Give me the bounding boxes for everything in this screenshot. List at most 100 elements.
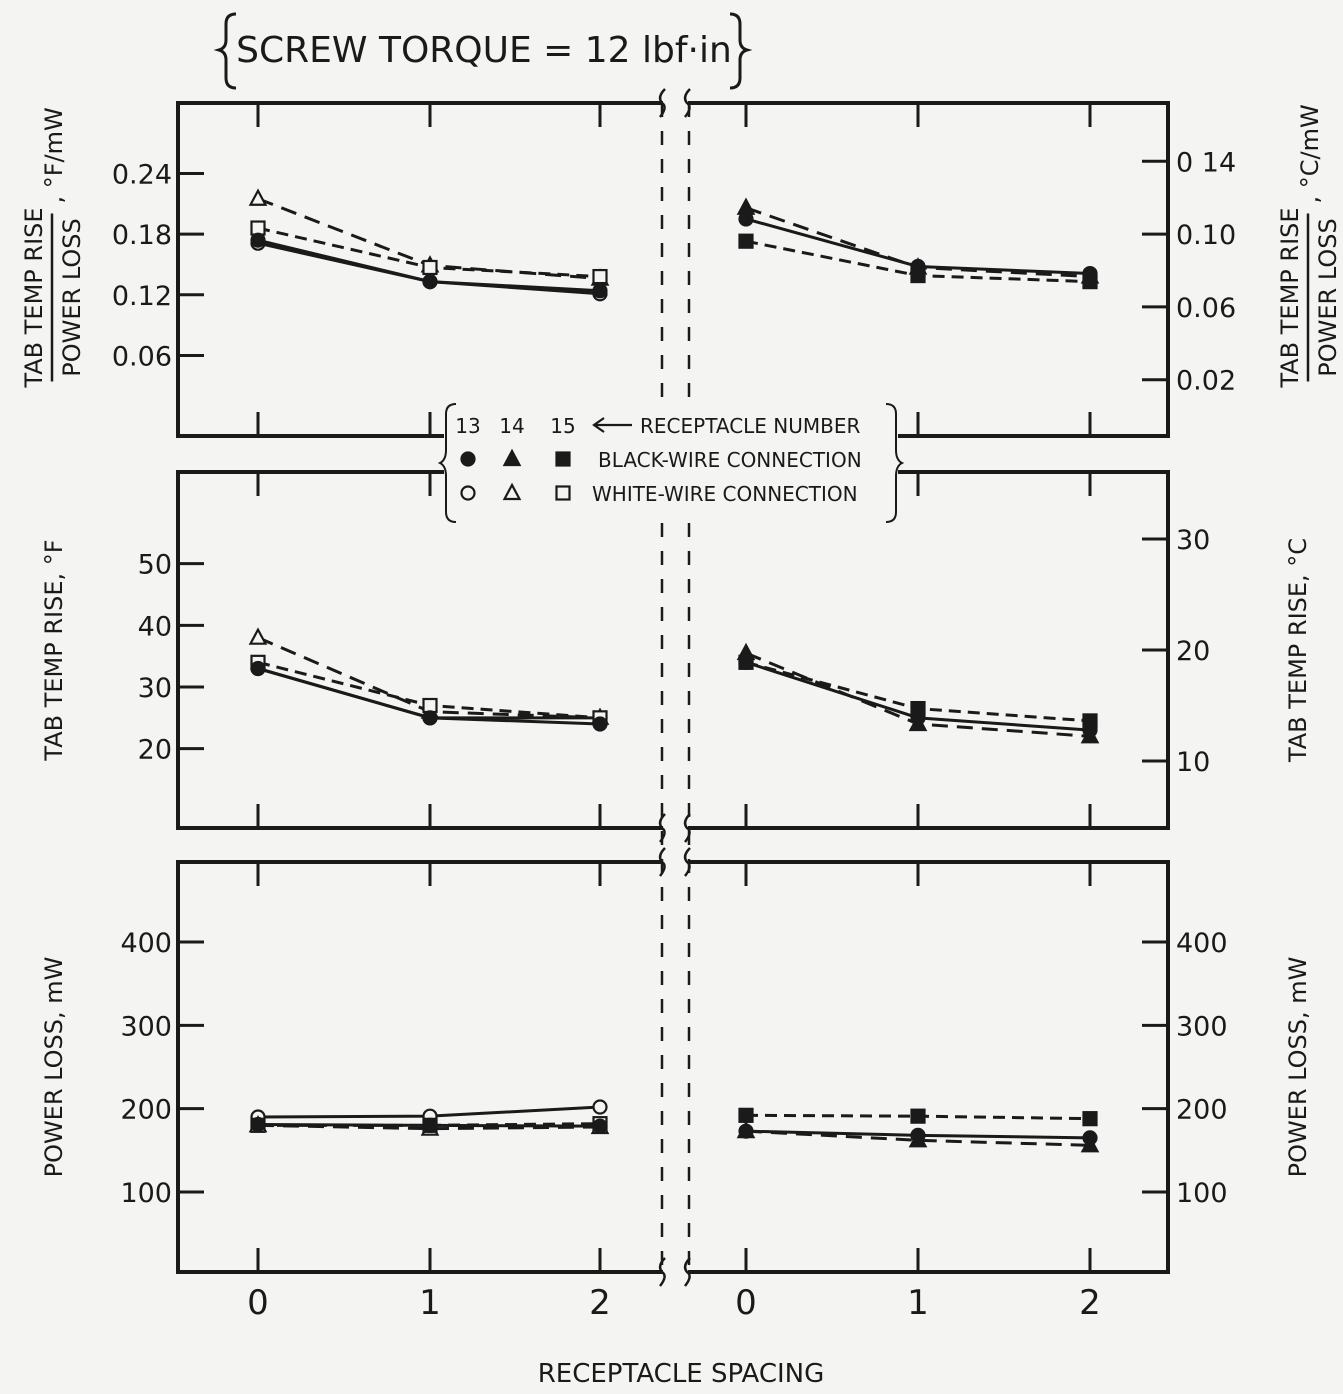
y-tick-label-right: 400 <box>1176 928 1228 959</box>
data-point-14-black <box>1080 726 1100 744</box>
data-point-13-white <box>592 1099 608 1115</box>
data-point-13-black <box>422 710 438 726</box>
legend-symbol-black-14 <box>502 448 522 467</box>
data-point-15-black <box>910 267 926 284</box>
legend-number-15: 15 <box>550 414 575 438</box>
y-tick-label-right: 0.06 <box>1176 293 1236 324</box>
legend-arrow-icon <box>592 417 632 433</box>
y-tick-label-right: 300 <box>1176 1011 1228 1042</box>
data-point-15-white <box>422 259 438 276</box>
legend-brace-left <box>437 403 457 523</box>
data-point-15-black <box>1082 713 1098 729</box>
y-axis-title-left-denominator: POWER LOSS <box>58 218 86 376</box>
legend-header-label: RECEPTACLE NUMBER <box>640 414 861 438</box>
y-tick-label-right: 100 <box>1176 1178 1228 1209</box>
y-tick-label-right: 30 <box>1176 525 1210 556</box>
data-point-15-white <box>422 697 438 714</box>
axis-frame-left <box>176 101 663 438</box>
legend-symbols <box>460 448 571 501</box>
y-tick-label-left: 100 <box>120 1178 172 1209</box>
data-point-13-black <box>592 716 608 732</box>
legend-symbol-white-13 <box>460 485 476 501</box>
axis-break-mark <box>683 1257 691 1287</box>
axis-frame-left <box>176 860 663 1274</box>
title-brace-left <box>213 12 237 90</box>
legend-black-label: BLACK-WIRE CONNECTION <box>598 448 862 472</box>
x-tick-label: 1 <box>907 1283 929 1323</box>
y-axis-title-right-denominator: POWER LOSS <box>1314 218 1342 376</box>
data-point-15-white <box>592 268 608 285</box>
y-axis-title-right-numerator: TAB TEMP RISE <box>1276 207 1304 388</box>
axis-frame-right <box>688 470 1170 830</box>
data-point-15-black <box>1082 274 1098 290</box>
data-point-13-black <box>422 274 438 290</box>
y-axis-title-left-unit: , °F/mW <box>40 107 68 203</box>
legend-symbol-white-15 <box>555 485 571 501</box>
data-point-15-black <box>738 233 754 249</box>
title-brace-right <box>729 12 753 90</box>
legend-symbol-black-13 <box>460 451 476 467</box>
panel-middle: 50 40 30 20 30 20 10 TAB TEMP RISE, °F TAB TEMP … <box>40 457 1312 843</box>
data-point-15-black <box>1082 1111 1098 1127</box>
y-tick-label-right: 0.02 <box>1176 366 1236 397</box>
x-tick-labels: 0 1 2 0 1 2 <box>247 1283 1101 1323</box>
x-tick-label: 2 <box>589 1283 611 1323</box>
y-tick-label-left: 400 <box>120 928 172 959</box>
data-point-13-black <box>422 1117 438 1133</box>
y-tick-label-right: 0.10 <box>1176 220 1236 251</box>
axis-frame-left <box>176 470 663 830</box>
x-axis-label: RECEPTACLE SPACING <box>538 1359 825 1389</box>
y-tick-label-left: 0.06 <box>112 341 172 372</box>
data-point-15-black <box>910 1108 926 1124</box>
data-point-15-black <box>738 1107 754 1123</box>
y-axis-title-right: POWER LOSS, mW <box>1284 957 1312 1178</box>
y-tick-label-left: 0.18 <box>112 220 172 251</box>
y-tick-label-left: 50 <box>138 550 172 581</box>
y-axis-title-left-numerator: TAB TEMP RISE <box>20 207 48 388</box>
y-tick-label-right: 0 14 <box>1176 147 1236 178</box>
data-point-14-black <box>736 197 756 215</box>
legend-number-14: 14 <box>499 414 524 438</box>
legend-white-label: WHITE-WIRE CONNECTION <box>592 482 858 506</box>
axis-frame-right <box>688 101 1170 438</box>
y-tick-label-right: 200 <box>1176 1095 1228 1126</box>
y-tick-label-left: 300 <box>120 1011 172 1042</box>
x-tick-label: 2 <box>1079 1283 1101 1323</box>
series-line-14-black <box>745 1129 1091 1147</box>
y-tick-label-right: 10 <box>1176 747 1210 778</box>
data-point-14-black <box>736 1120 756 1139</box>
chart-title: SCREW TORQUE = 12 lbf·in <box>236 30 732 71</box>
y-axis-title-left: TAB TEMP RISE, °F <box>40 539 68 761</box>
data-point-14-black <box>908 1130 928 1148</box>
y-axis-title-right-unit: , °C/mW <box>1296 104 1324 203</box>
y-tick-label-left: 200 <box>120 1095 172 1126</box>
data-point-13-black <box>250 1116 266 1133</box>
panel-top: 0.24 0.18 0.12 0.06 0 14 0.10 0.06 0.02 TAB TEMP… <box>20 88 1342 451</box>
y-tick-label-right: 20 <box>1176 636 1210 667</box>
data-point-14-black <box>908 713 928 732</box>
x-tick-label: 1 <box>419 1283 441 1323</box>
y-tick-label-left: 0.24 <box>112 159 172 190</box>
x-tick-label: 0 <box>247 1283 269 1323</box>
y-axis-title-right: TAB TEMP RISE POWER LOSS , °C/mW <box>1276 104 1342 388</box>
y-tick-label-left: 40 <box>138 611 172 642</box>
data-point-14-black <box>1080 1135 1100 1153</box>
data-point-13-black <box>592 283 608 299</box>
legend-brace-right <box>885 403 905 523</box>
y-tick-label-left: 20 <box>138 735 172 766</box>
data-point-15-black <box>738 654 754 670</box>
data-point-13-black <box>592 1118 608 1134</box>
y-axis-title-left: POWER LOSS, mW <box>40 957 68 1178</box>
data-point-15-black <box>910 700 926 717</box>
legend-symbol-black-15 <box>555 451 571 467</box>
x-tick-label: 0 <box>735 1283 757 1323</box>
data-point-13-black <box>250 232 266 248</box>
panels: 0.24 0.18 0.12 0.06 0 14 0.10 0.06 0.02 TAB TEMP… <box>20 88 1342 1323</box>
data-point-13-black <box>250 660 266 677</box>
legend-number-13: 13 <box>455 414 480 438</box>
legend: 13 14 15 RECEPTACLE NUMBER BLACK-WIRE CO… <box>437 403 905 523</box>
y-tick-label-left: 30 <box>138 673 172 704</box>
panel-bottom: 400 300 200 100 400 300 200 100 POWER LOSS, mW PO… <box>40 847 1312 1287</box>
